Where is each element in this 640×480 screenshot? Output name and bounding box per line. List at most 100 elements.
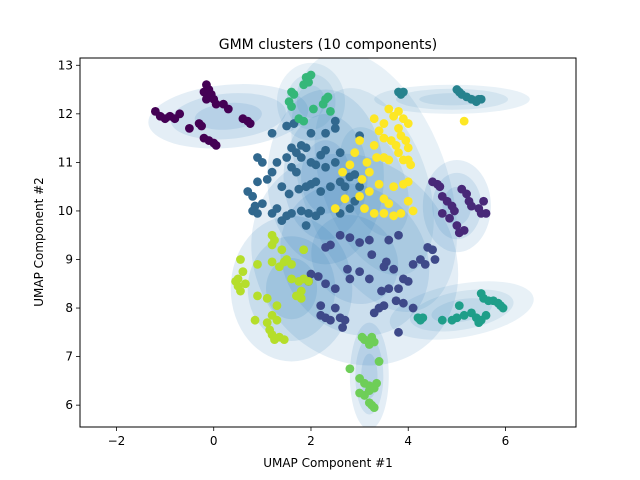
point-s9-18 (372, 153, 382, 162)
point-s9-27 (364, 167, 374, 177)
point-s9-25 (345, 160, 355, 170)
point-s9-39 (389, 211, 399, 221)
point-s3-19 (282, 153, 292, 162)
point-s2-23 (420, 259, 430, 269)
point-s8-24 (296, 293, 306, 303)
point-s5-12 (481, 310, 491, 320)
point-s2-5 (364, 235, 374, 245)
point-s9-47 (459, 116, 469, 126)
point-s8-15 (267, 240, 277, 250)
point-s1-8 (445, 213, 454, 223)
gmm-ellipse-4-ring-0 (374, 84, 530, 114)
x-axis-label: UMAP Component #1 (263, 456, 393, 470)
point-s3-24 (294, 184, 304, 194)
point-s3-49 (306, 128, 316, 138)
gmm-ellipse-4-ring-1 (395, 88, 509, 110)
point-s5-5 (452, 313, 462, 323)
point-s6-10 (309, 104, 318, 114)
point-s8-25 (253, 291, 262, 301)
point-s1-15 (467, 201, 476, 211)
y-axis-ticks: 6 7 8 9 10 11 12 13 (58, 58, 80, 412)
y-tick-label-11: 11 (58, 155, 73, 169)
point-s8-6 (240, 279, 250, 289)
point-s8-5 (236, 286, 245, 296)
point-s0-6 (185, 124, 194, 133)
point-s8-8 (267, 257, 277, 267)
point-s8-30 (262, 318, 272, 328)
point-s7-5 (369, 337, 379, 347)
gmm-ellipse-7-ring-0 (230, 215, 353, 362)
gmm-ellipse-9-ring-0 (389, 281, 534, 340)
x-tick-label-4: 4 (404, 434, 412, 448)
point-s8-17 (299, 245, 309, 255)
y-tick-label-8: 8 (65, 301, 73, 315)
gmm-ellipse-6 (251, 153, 459, 366)
point-s5-3 (437, 315, 447, 325)
point-s2-36 (326, 315, 335, 325)
point-s3-18 (272, 157, 282, 167)
point-s3-39 (306, 157, 316, 167)
point-s8-27 (272, 301, 282, 311)
point-s2-30 (321, 279, 330, 289)
point-s6-14 (326, 107, 335, 116)
chart-title: GMM clusters (10 components) (219, 37, 438, 53)
x-tick-label-2: 2 (307, 434, 315, 448)
point-s3-56 (345, 204, 355, 213)
point-s5-2 (418, 313, 428, 323)
point-s9-2 (369, 114, 379, 124)
point-s3-14 (262, 174, 272, 184)
point-s6-5 (289, 90, 299, 99)
point-s3-3 (253, 208, 262, 218)
point-s1-19 (479, 196, 489, 206)
point-s6-7 (287, 102, 296, 111)
point-s9-44 (379, 194, 389, 204)
point-s8-36 (250, 315, 260, 325)
point-s9-12 (386, 136, 396, 145)
point-s3-29 (326, 182, 335, 192)
point-s2-1 (345, 233, 355, 243)
point-s2-39 (338, 323, 347, 332)
point-s9-40 (396, 208, 406, 218)
point-s5-6 (454, 301, 464, 311)
point-s2-13 (355, 267, 365, 277)
point-s3-6 (272, 204, 282, 213)
point-s2-10 (389, 264, 399, 274)
point-s2-42 (379, 301, 389, 311)
gmm-ellipse-5-ring-1 (432, 172, 482, 240)
gmm-ellipse-8-ring-0 (349, 322, 389, 427)
point-s2-26 (430, 255, 440, 264)
plot-frame (79, 57, 577, 428)
point-s8-18 (287, 274, 296, 284)
point-s2-6 (384, 235, 394, 245)
point-s2-46 (394, 327, 403, 337)
point-s3-33 (350, 170, 360, 179)
point-s2-16 (377, 286, 386, 296)
point-s0-17 (223, 104, 233, 114)
point-s3-58 (311, 211, 321, 221)
point-s3-23 (284, 189, 294, 199)
x-tick-label-6: 6 (502, 434, 510, 448)
y-tick-label-13: 13 (58, 58, 73, 72)
point-s3-57 (301, 221, 311, 230)
point-s2-45 (408, 303, 418, 313)
point-s0-24 (245, 119, 255, 128)
point-s4-2 (398, 87, 408, 97)
point-s2-44 (398, 298, 408, 308)
point-s9-10 (403, 143, 413, 153)
y-tick-label-10: 10 (58, 204, 73, 218)
y-tick-label-12: 12 (58, 107, 73, 121)
point-s9-30 (389, 182, 399, 192)
point-s9-9 (401, 136, 411, 145)
point-s9-5 (389, 111, 399, 121)
y-axis-label: UMAP Component #2 (32, 177, 46, 307)
point-s8-7 (253, 259, 262, 269)
point-s3-10 (296, 206, 306, 216)
point-s6-13 (323, 92, 333, 102)
point-s3-21 (291, 167, 301, 177)
point-s3-15 (267, 167, 277, 177)
point-s2-27 (306, 269, 316, 279)
point-s3-52 (330, 116, 340, 126)
point-s1-6 (450, 206, 459, 216)
point-s9-21 (394, 148, 403, 158)
point-s7-17 (369, 403, 379, 412)
